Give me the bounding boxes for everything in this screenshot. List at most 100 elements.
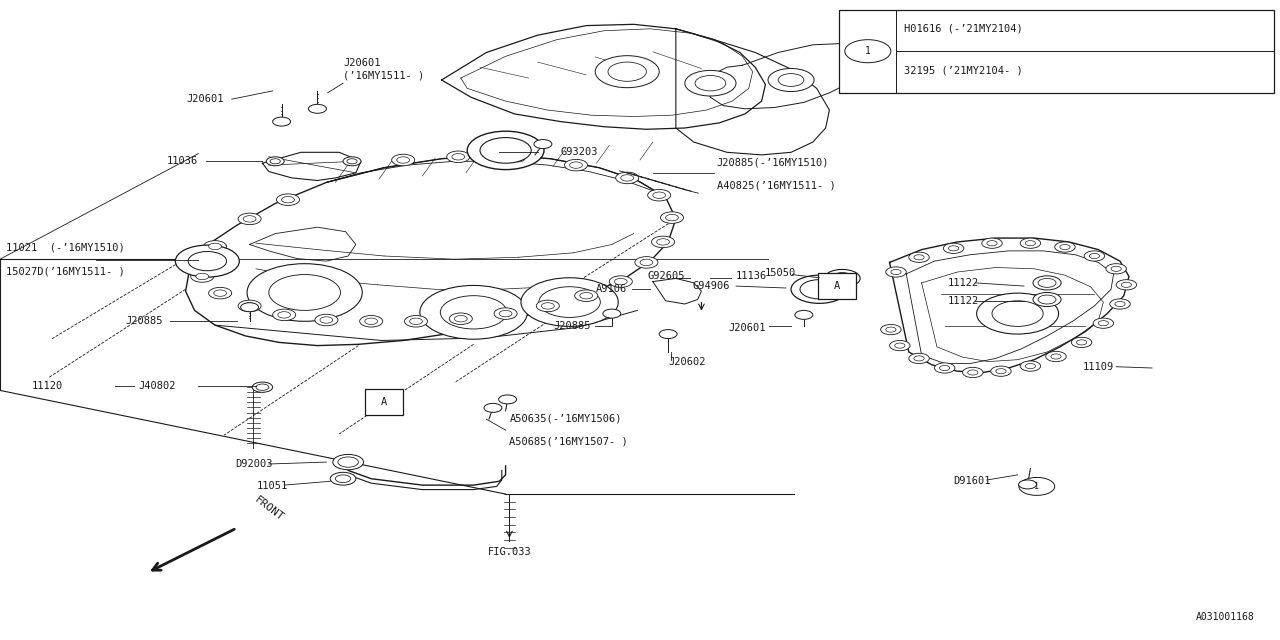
- Circle shape: [534, 140, 552, 148]
- Circle shape: [575, 290, 598, 301]
- Circle shape: [499, 395, 517, 404]
- Circle shape: [1019, 480, 1037, 489]
- Circle shape: [449, 313, 472, 324]
- Text: J20601
(’16MY1511- ): J20601 (’16MY1511- ): [343, 58, 424, 80]
- Circle shape: [845, 40, 891, 63]
- Text: A: A: [381, 397, 387, 407]
- Circle shape: [499, 310, 512, 317]
- Circle shape: [886, 267, 906, 277]
- Circle shape: [895, 343, 905, 348]
- Text: A: A: [835, 281, 840, 291]
- Circle shape: [238, 213, 261, 225]
- Circle shape: [467, 131, 544, 170]
- Text: 11036: 11036: [168, 156, 198, 166]
- Circle shape: [1093, 318, 1114, 328]
- Circle shape: [338, 457, 358, 467]
- Bar: [818, 273, 856, 299]
- Text: 1: 1: [865, 46, 870, 56]
- Text: A50685(’16MY1507- ): A50685(’16MY1507- ): [509, 436, 628, 447]
- Text: 15050: 15050: [765, 268, 796, 278]
- Circle shape: [791, 275, 847, 303]
- Text: 11136: 11136: [736, 271, 767, 282]
- Circle shape: [335, 475, 351, 483]
- Text: 1: 1: [1034, 482, 1039, 491]
- Text: A40825(’16MY1511- ): A40825(’16MY1511- ): [717, 180, 836, 191]
- Circle shape: [886, 327, 896, 332]
- Circle shape: [507, 153, 530, 164]
- Circle shape: [1020, 238, 1041, 248]
- Text: J20885: J20885: [554, 321, 591, 332]
- Circle shape: [330, 472, 356, 485]
- Circle shape: [539, 287, 600, 317]
- Circle shape: [266, 157, 284, 166]
- Circle shape: [397, 157, 410, 163]
- Circle shape: [365, 318, 378, 324]
- Circle shape: [278, 312, 291, 318]
- Circle shape: [1025, 364, 1036, 369]
- Circle shape: [603, 309, 621, 318]
- Text: 11120: 11120: [32, 381, 63, 391]
- Circle shape: [1033, 276, 1061, 290]
- Circle shape: [252, 382, 273, 392]
- Circle shape: [653, 192, 666, 198]
- Circle shape: [831, 273, 854, 284]
- Circle shape: [315, 314, 338, 326]
- Circle shape: [616, 172, 639, 184]
- Circle shape: [447, 151, 470, 163]
- Text: 15027D(’16MY1511- ): 15027D(’16MY1511- ): [6, 267, 125, 277]
- Circle shape: [1025, 241, 1036, 246]
- Circle shape: [1089, 253, 1100, 259]
- Circle shape: [1116, 280, 1137, 290]
- Text: 11021  (-’16MY1510): 11021 (-’16MY1510): [6, 243, 125, 253]
- Text: A031001168: A031001168: [1196, 612, 1254, 622]
- Circle shape: [778, 74, 804, 86]
- Circle shape: [635, 257, 658, 268]
- Text: FIG.033: FIG.033: [488, 547, 531, 557]
- Circle shape: [243, 303, 256, 309]
- Circle shape: [890, 340, 910, 351]
- Circle shape: [410, 318, 422, 324]
- Circle shape: [269, 275, 340, 310]
- Circle shape: [621, 175, 634, 181]
- Circle shape: [1020, 361, 1041, 371]
- Circle shape: [521, 278, 618, 326]
- Text: D92003: D92003: [236, 459, 273, 469]
- Circle shape: [652, 236, 675, 248]
- Circle shape: [1046, 351, 1066, 362]
- Circle shape: [1111, 266, 1121, 271]
- Circle shape: [1071, 337, 1092, 348]
- Circle shape: [800, 280, 838, 299]
- Circle shape: [494, 308, 517, 319]
- Circle shape: [695, 76, 726, 91]
- Circle shape: [333, 454, 364, 470]
- Circle shape: [657, 239, 669, 245]
- Circle shape: [320, 317, 333, 323]
- Circle shape: [276, 194, 300, 205]
- Circle shape: [1019, 477, 1055, 495]
- Circle shape: [308, 104, 326, 113]
- Circle shape: [214, 290, 227, 296]
- Text: J20601: J20601: [728, 323, 765, 333]
- Circle shape: [909, 353, 929, 364]
- Circle shape: [1084, 251, 1105, 261]
- Circle shape: [541, 303, 554, 309]
- Circle shape: [685, 70, 736, 96]
- Circle shape: [188, 252, 227, 271]
- Circle shape: [1055, 242, 1075, 252]
- Circle shape: [914, 356, 924, 361]
- Circle shape: [480, 138, 531, 163]
- Text: 32195 (’21MY2104- ): 32195 (’21MY2104- ): [904, 65, 1023, 76]
- Circle shape: [996, 369, 1006, 374]
- Circle shape: [570, 162, 582, 168]
- Circle shape: [943, 243, 964, 253]
- Circle shape: [992, 301, 1043, 326]
- Text: H01616 (-’21MY2104): H01616 (-’21MY2104): [904, 24, 1023, 34]
- Circle shape: [484, 403, 502, 412]
- Circle shape: [282, 196, 294, 203]
- Text: 11122: 11122: [948, 278, 979, 288]
- Circle shape: [241, 303, 259, 312]
- Text: A50635(-’16MY1506): A50635(-’16MY1506): [509, 413, 622, 424]
- Circle shape: [1076, 340, 1087, 345]
- Circle shape: [343, 157, 361, 166]
- Circle shape: [948, 246, 959, 251]
